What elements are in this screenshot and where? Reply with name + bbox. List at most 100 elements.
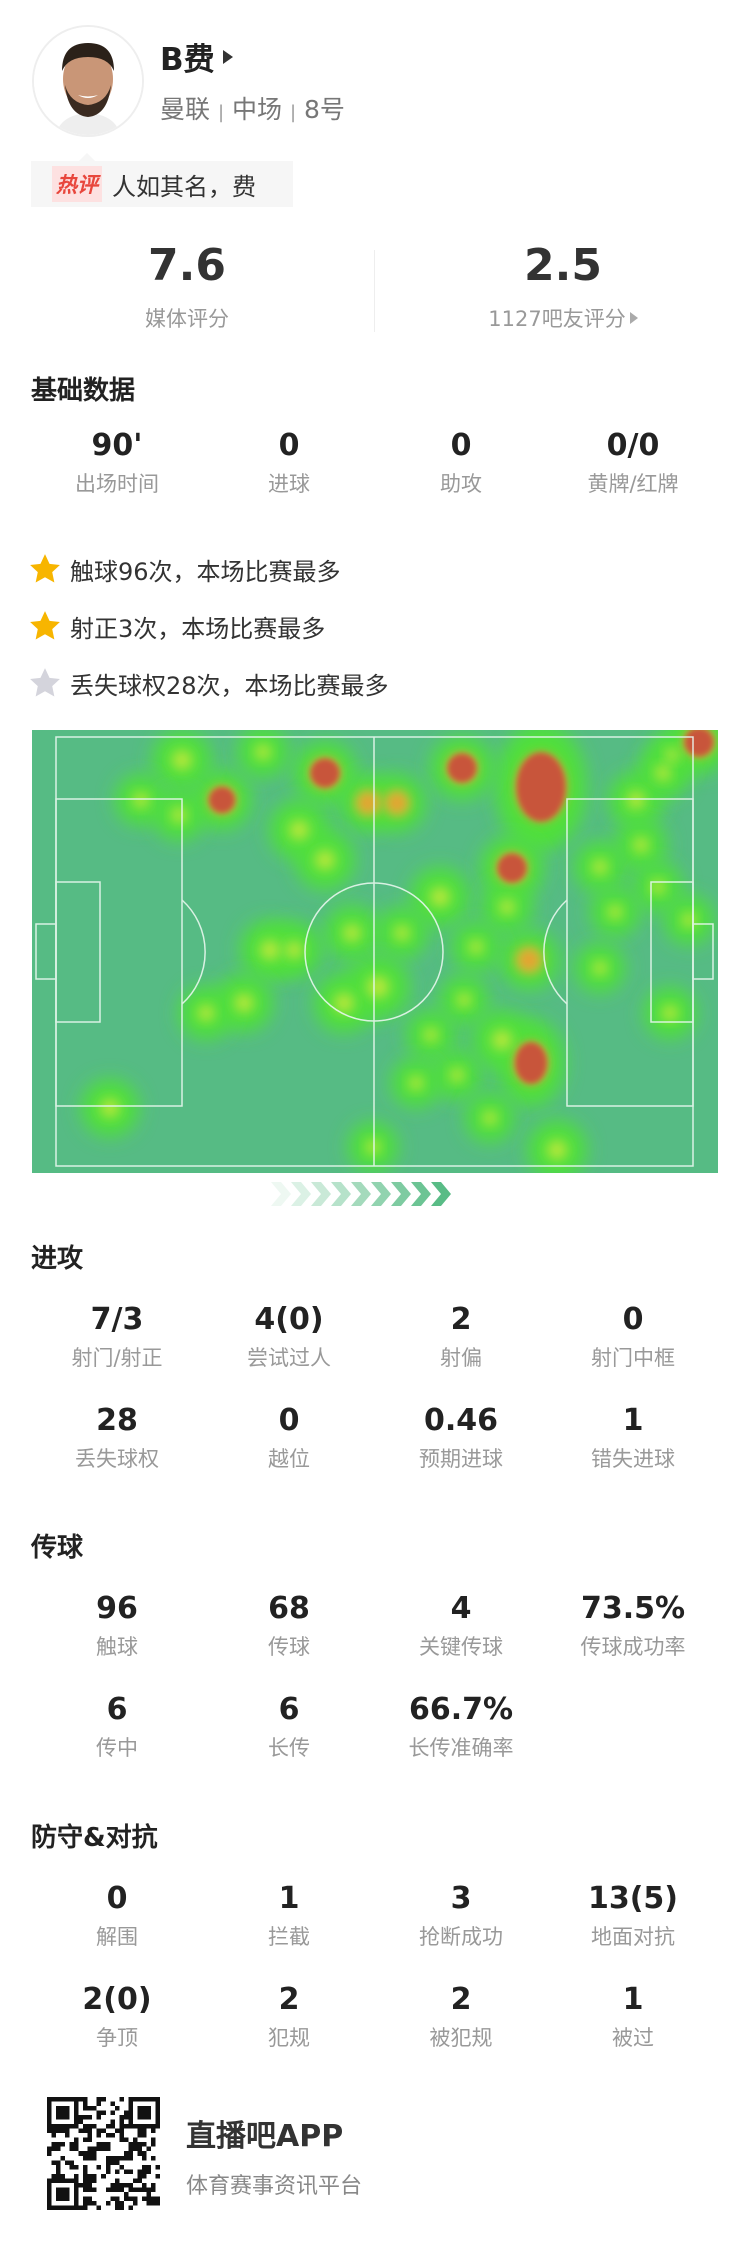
stat-value: 0 bbox=[450, 428, 472, 463]
stat-label: 解围 bbox=[96, 1925, 138, 1949]
stat-label: 尝试过人 bbox=[247, 1346, 331, 1370]
heat-spot bbox=[430, 887, 450, 907]
stat-value: 96 bbox=[96, 1591, 138, 1626]
stat-item: 0 射门中框 bbox=[547, 1302, 719, 1403]
stat-value: 2 bbox=[450, 1982, 472, 2017]
heat-spot bbox=[449, 1067, 465, 1083]
heat-spot bbox=[497, 853, 527, 883]
heatmap bbox=[32, 710, 731, 1180]
stat-label: 地面对抗 bbox=[591, 1925, 675, 1949]
heat-spot bbox=[607, 904, 623, 920]
stat-label: 黄牌/红牌 bbox=[587, 472, 679, 496]
heat-spot bbox=[285, 941, 303, 959]
qr-code[interactable] bbox=[46, 2097, 161, 2210]
heat-spot bbox=[100, 1098, 120, 1118]
fan-rating[interactable]: 2.5 1127吧友评分 bbox=[413, 240, 713, 333]
gold-star-icon bbox=[30, 611, 60, 640]
stat-label: 被过 bbox=[612, 2026, 654, 2050]
heat-spot bbox=[334, 993, 354, 1013]
heat-spot bbox=[547, 1140, 567, 1160]
stat-label: 预期进球 bbox=[419, 1447, 503, 1471]
heat-spot bbox=[516, 752, 566, 822]
highlight-text: 丢失球权28次，本场比赛最多 bbox=[70, 671, 389, 700]
stat-value: 6 bbox=[106, 1692, 128, 1727]
separator: | bbox=[289, 102, 297, 123]
stat-value: 2 bbox=[450, 1302, 472, 1337]
heat-spot bbox=[492, 1030, 512, 1050]
highlight-text: 射正3次，本场比赛最多 bbox=[70, 614, 326, 643]
heat-spot bbox=[633, 837, 649, 853]
section-title-basic: 基础数据 bbox=[31, 376, 136, 406]
highlight-item: 丢失球权28次，本场比赛最多 bbox=[28, 663, 389, 703]
basic-stats-grid: 90' 出场时间 0 进球 0 助攻 0/0 黄牌/红牌 bbox=[31, 428, 719, 529]
stat-item: 3 抢断成功 bbox=[375, 1881, 547, 1982]
stat-label: 长传准确率 bbox=[408, 1736, 514, 1760]
stat-label: 被犯规 bbox=[429, 2026, 493, 2050]
media-rating-label: 媒体评分 bbox=[145, 307, 229, 331]
heat-spot bbox=[592, 960, 608, 976]
stat-value: 0/0 bbox=[606, 428, 660, 463]
heat-spot bbox=[515, 1042, 547, 1084]
stat-item: 4(0) 尝试过人 bbox=[203, 1302, 375, 1403]
section-title-attack: 进攻 bbox=[31, 1244, 84, 1274]
stat-label: 丢失球权 bbox=[75, 1447, 159, 1471]
stat-label: 长传 bbox=[268, 1736, 310, 1760]
stat-item: 90' 出场时间 bbox=[31, 428, 203, 529]
stat-item: 0 进球 bbox=[203, 428, 375, 529]
stat-item: 66.7% 长传准确率 bbox=[375, 1692, 547, 1793]
heat-spot bbox=[592, 859, 608, 875]
chevron-right-icon bbox=[431, 1182, 451, 1206]
stat-value: 2(0) bbox=[82, 1982, 152, 2017]
stat-label: 射门/射正 bbox=[71, 1346, 163, 1370]
heat-spot bbox=[482, 1110, 498, 1126]
heat-spot bbox=[681, 912, 697, 928]
media-rating: 7.6 媒体评分 bbox=[37, 240, 337, 333]
player-photo bbox=[34, 27, 142, 135]
stat-item: 2 射偏 bbox=[375, 1302, 547, 1403]
chevron-right-icon bbox=[411, 1182, 431, 1206]
chevron-right-icon bbox=[331, 1182, 351, 1206]
highlight-item: 触球96次，本场比赛最多 bbox=[28, 549, 341, 589]
stat-item: 2 犯规 bbox=[203, 1982, 375, 2083]
divider bbox=[374, 250, 375, 332]
stat-value: 0 bbox=[278, 1403, 300, 1438]
stat-item: 96 触球 bbox=[31, 1591, 203, 1692]
heat-spot bbox=[343, 924, 361, 942]
stat-label: 越位 bbox=[268, 1447, 310, 1471]
heat-spot bbox=[209, 787, 235, 813]
player-avatar[interactable] bbox=[32, 25, 144, 137]
separator: | bbox=[217, 102, 225, 123]
heat-spot bbox=[684, 727, 714, 757]
media-rating-value: 7.6 bbox=[148, 240, 226, 291]
fan-rating-value: 2.5 bbox=[524, 240, 602, 291]
hot-comment-text: 人如其名，费 bbox=[112, 172, 256, 201]
player-name-link[interactable]: B费 bbox=[160, 34, 233, 79]
chevron-right-icon bbox=[291, 1182, 311, 1206]
chevron-right-icon bbox=[371, 1182, 391, 1206]
section-title-passing: 传球 bbox=[31, 1533, 84, 1563]
stat-value: 90' bbox=[91, 428, 143, 463]
heat-spot bbox=[385, 791, 409, 815]
stat-value: 4(0) bbox=[254, 1302, 324, 1337]
stat-label: 射门中框 bbox=[591, 1346, 675, 1370]
stat-item: 2 被犯规 bbox=[375, 1982, 547, 2083]
team-name: 曼联 bbox=[160, 95, 211, 124]
stat-item: 13(5) 地面对抗 bbox=[547, 1881, 719, 1982]
stat-item: 0 越位 bbox=[203, 1403, 375, 1504]
heat-spot bbox=[447, 753, 477, 783]
silver-star-icon bbox=[30, 668, 60, 697]
stat-item: 6 传中 bbox=[31, 1692, 203, 1793]
heat-spot bbox=[356, 791, 380, 815]
heat-spot bbox=[171, 807, 187, 823]
stat-label: 传中 bbox=[96, 1736, 138, 1760]
hot-comment[interactable]: 热评 人如其名，费 bbox=[31, 153, 293, 207]
highlight-text: 触球96次，本场比赛最多 bbox=[70, 557, 341, 586]
stat-value: 0 bbox=[622, 1302, 644, 1337]
stat-value: 1 bbox=[622, 1403, 644, 1438]
stat-value: 73.5% bbox=[580, 1591, 686, 1626]
stat-label: 出场时间 bbox=[75, 472, 159, 496]
stat-label: 犯规 bbox=[268, 2026, 310, 2050]
stat-value: 7/3 bbox=[90, 1302, 144, 1337]
attack-direction-arrows bbox=[271, 1182, 451, 1206]
heat-spot bbox=[499, 899, 515, 915]
